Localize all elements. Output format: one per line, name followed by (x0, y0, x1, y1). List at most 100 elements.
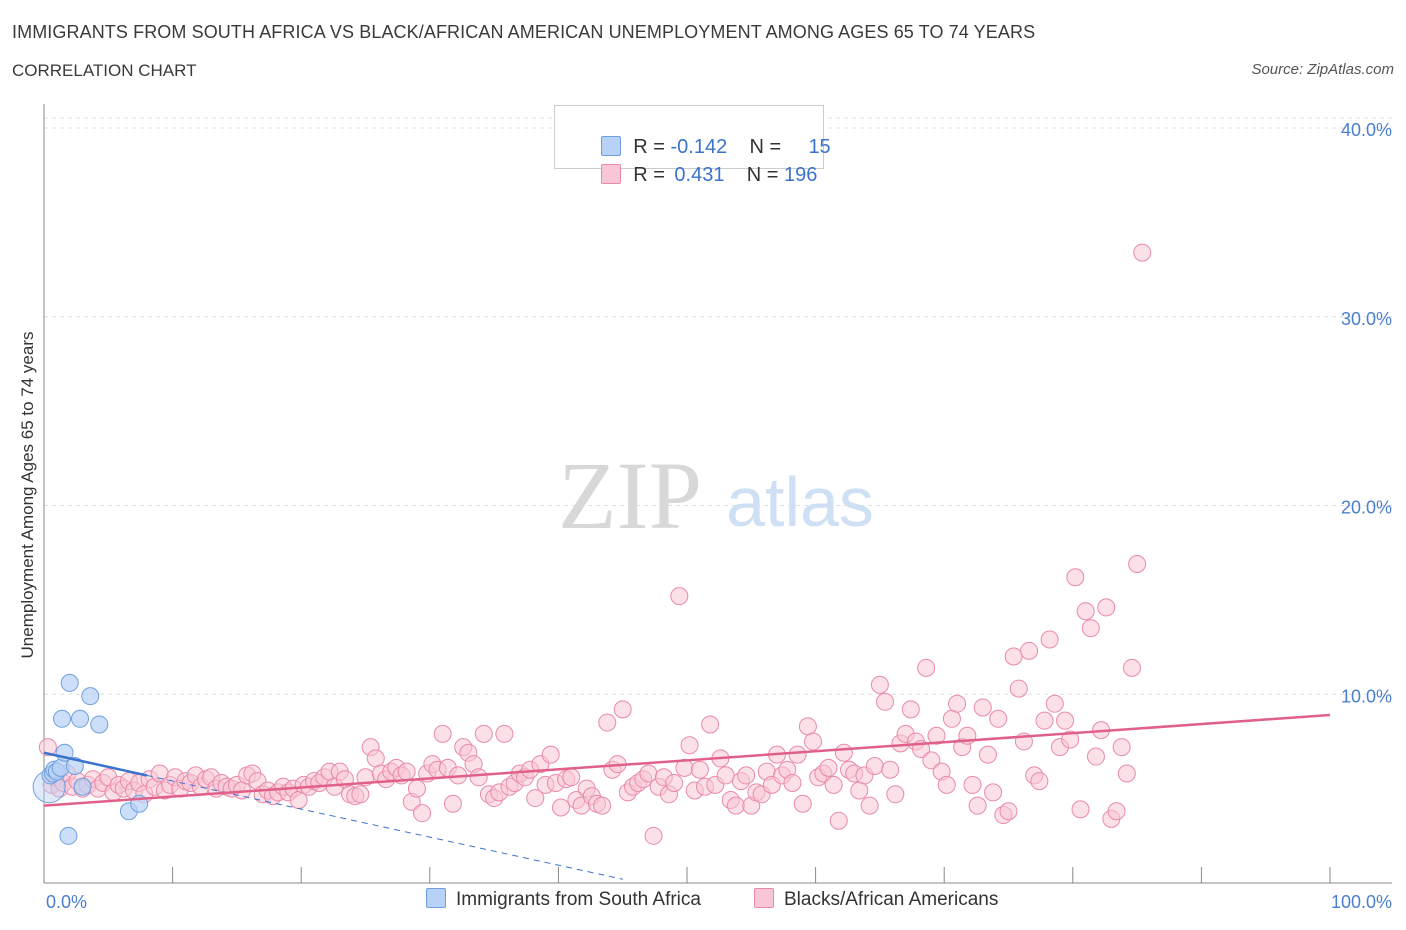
data-point-blacks (901, 700, 920, 719)
y-axis-label: Unemployment Among Ages 65 to 74 years (18, 332, 37, 659)
data-point-blacks (793, 794, 812, 813)
data-point-blacks (716, 766, 735, 785)
data-point-blacks (824, 775, 843, 794)
y-tick-labels: 10.0% 20.0% 30.0% 40.0% (1341, 120, 1392, 706)
y-tick-label: 10.0% (1341, 686, 1392, 706)
gridlines (44, 117, 1392, 695)
data-point-blacks (973, 698, 992, 717)
data-point-blacks (665, 773, 684, 792)
chart-title: IMMIGRANTS FROM SOUTH AFRICA VS BLACK/AF… (12, 22, 1036, 42)
data-point-immigrants (59, 826, 78, 845)
n-value: 15 (808, 136, 831, 158)
data-point-blacks (829, 811, 848, 830)
data-point-blacks (1112, 738, 1131, 757)
data-point-blacks (1009, 679, 1028, 698)
data-point-blacks (526, 789, 545, 808)
trend-lines (43, 713, 1331, 880)
data-point-blacks (876, 692, 895, 711)
data-point-blacks (870, 675, 889, 694)
data-point-blacks (788, 745, 807, 764)
data-point-blacks (1066, 568, 1085, 587)
data-point-blacks (1133, 243, 1152, 262)
data-point-blacks (1097, 598, 1116, 617)
series-immigrants-south-africa (32, 673, 149, 845)
data-point-blacks (1128, 555, 1147, 574)
data-point-blacks (701, 715, 720, 734)
data-point-blacks (397, 762, 416, 781)
data-point-blacks (366, 749, 385, 768)
data-point-blacks (407, 779, 426, 798)
data-point-blacks (670, 587, 689, 606)
data-point-blacks (1122, 658, 1141, 677)
data-point-blacks (922, 751, 941, 770)
n-label: N = (749, 136, 787, 158)
data-point-blacks (1020, 641, 1039, 660)
data-point-blacks (1107, 802, 1126, 821)
data-point-blacks (1030, 772, 1049, 791)
data-point-immigrants (90, 715, 109, 734)
data-point-blacks (937, 775, 956, 794)
data-point-blacks (1081, 619, 1100, 638)
y-tick-label: 40.0% (1341, 120, 1392, 140)
legend-item-blacks[interactable]: Blacks/African Americans (754, 888, 998, 911)
chart-subtitle: CORRELATION CHART (12, 61, 197, 80)
source-label: Source: ZipAtlas.com (1251, 61, 1394, 78)
x-tick-label-max: 100.0% (1331, 892, 1392, 912)
data-point-blacks (881, 760, 900, 779)
blue-swatch (601, 136, 622, 156)
data-point-blacks (1056, 711, 1075, 730)
watermark-atlas: atlas (726, 463, 874, 541)
data-point-blacks (562, 768, 581, 787)
data-point-blacks (1076, 602, 1095, 621)
legend-item-immigrants[interactable]: Immigrants from South Africa (426, 888, 701, 911)
r-value: -0.142 (670, 136, 728, 158)
data-point-blacks (1004, 647, 1023, 666)
blue-swatch (426, 888, 446, 908)
n-value: 196 (783, 164, 818, 186)
x-tick-label-min: 0.0% (46, 892, 87, 912)
data-point-blacks (1035, 711, 1054, 730)
data-point-blacks (413, 804, 432, 823)
data-point-blacks (38, 738, 57, 757)
data-point-immigrants (73, 777, 92, 796)
data-point-blacks (726, 796, 745, 815)
data-point-blacks (968, 796, 987, 815)
data-point-blacks (886, 785, 905, 804)
data-point-blacks (541, 745, 560, 764)
data-point-immigrants (71, 709, 90, 728)
data-point-blacks (690, 760, 709, 779)
data-point-blacks (917, 658, 936, 677)
data-point-blacks (1061, 730, 1080, 749)
x-tick-labels: 0.0% 100.0% (46, 892, 1392, 912)
y-tick-label: 20.0% (1341, 498, 1392, 518)
data-point-immigrants (53, 709, 72, 728)
data-point-blacks (433, 724, 452, 743)
data-point-blacks (593, 796, 612, 815)
data-point-blacks (850, 781, 869, 800)
data-point-blacks (1117, 764, 1136, 783)
data-point-blacks (551, 798, 570, 817)
data-point-blacks (474, 724, 493, 743)
data-point-blacks (443, 794, 462, 813)
data-point-blacks (989, 709, 1008, 728)
data-point-blacks (613, 700, 632, 719)
data-point-blacks (644, 826, 663, 845)
data-point-blacks (469, 768, 488, 787)
r-label: R = (633, 164, 671, 186)
data-point-blacks (860, 796, 879, 815)
data-point-blacks (927, 726, 946, 745)
data-point-blacks (963, 775, 982, 794)
data-point-blacks (495, 724, 514, 743)
data-point-blacks (1045, 694, 1064, 713)
pink-swatch (601, 164, 622, 184)
legend-row-blue: R = -0.142 N = 15 (579, 113, 831, 158)
pink-swatch (754, 888, 774, 908)
data-point-blacks (865, 756, 884, 775)
data-point-blacks (999, 802, 1018, 821)
r-value: 0.431 (674, 164, 725, 186)
data-point-blacks (1086, 747, 1105, 766)
r-label: R = (633, 136, 671, 158)
trend-line-blacks (43, 713, 1331, 807)
n-label: N = (746, 164, 784, 186)
